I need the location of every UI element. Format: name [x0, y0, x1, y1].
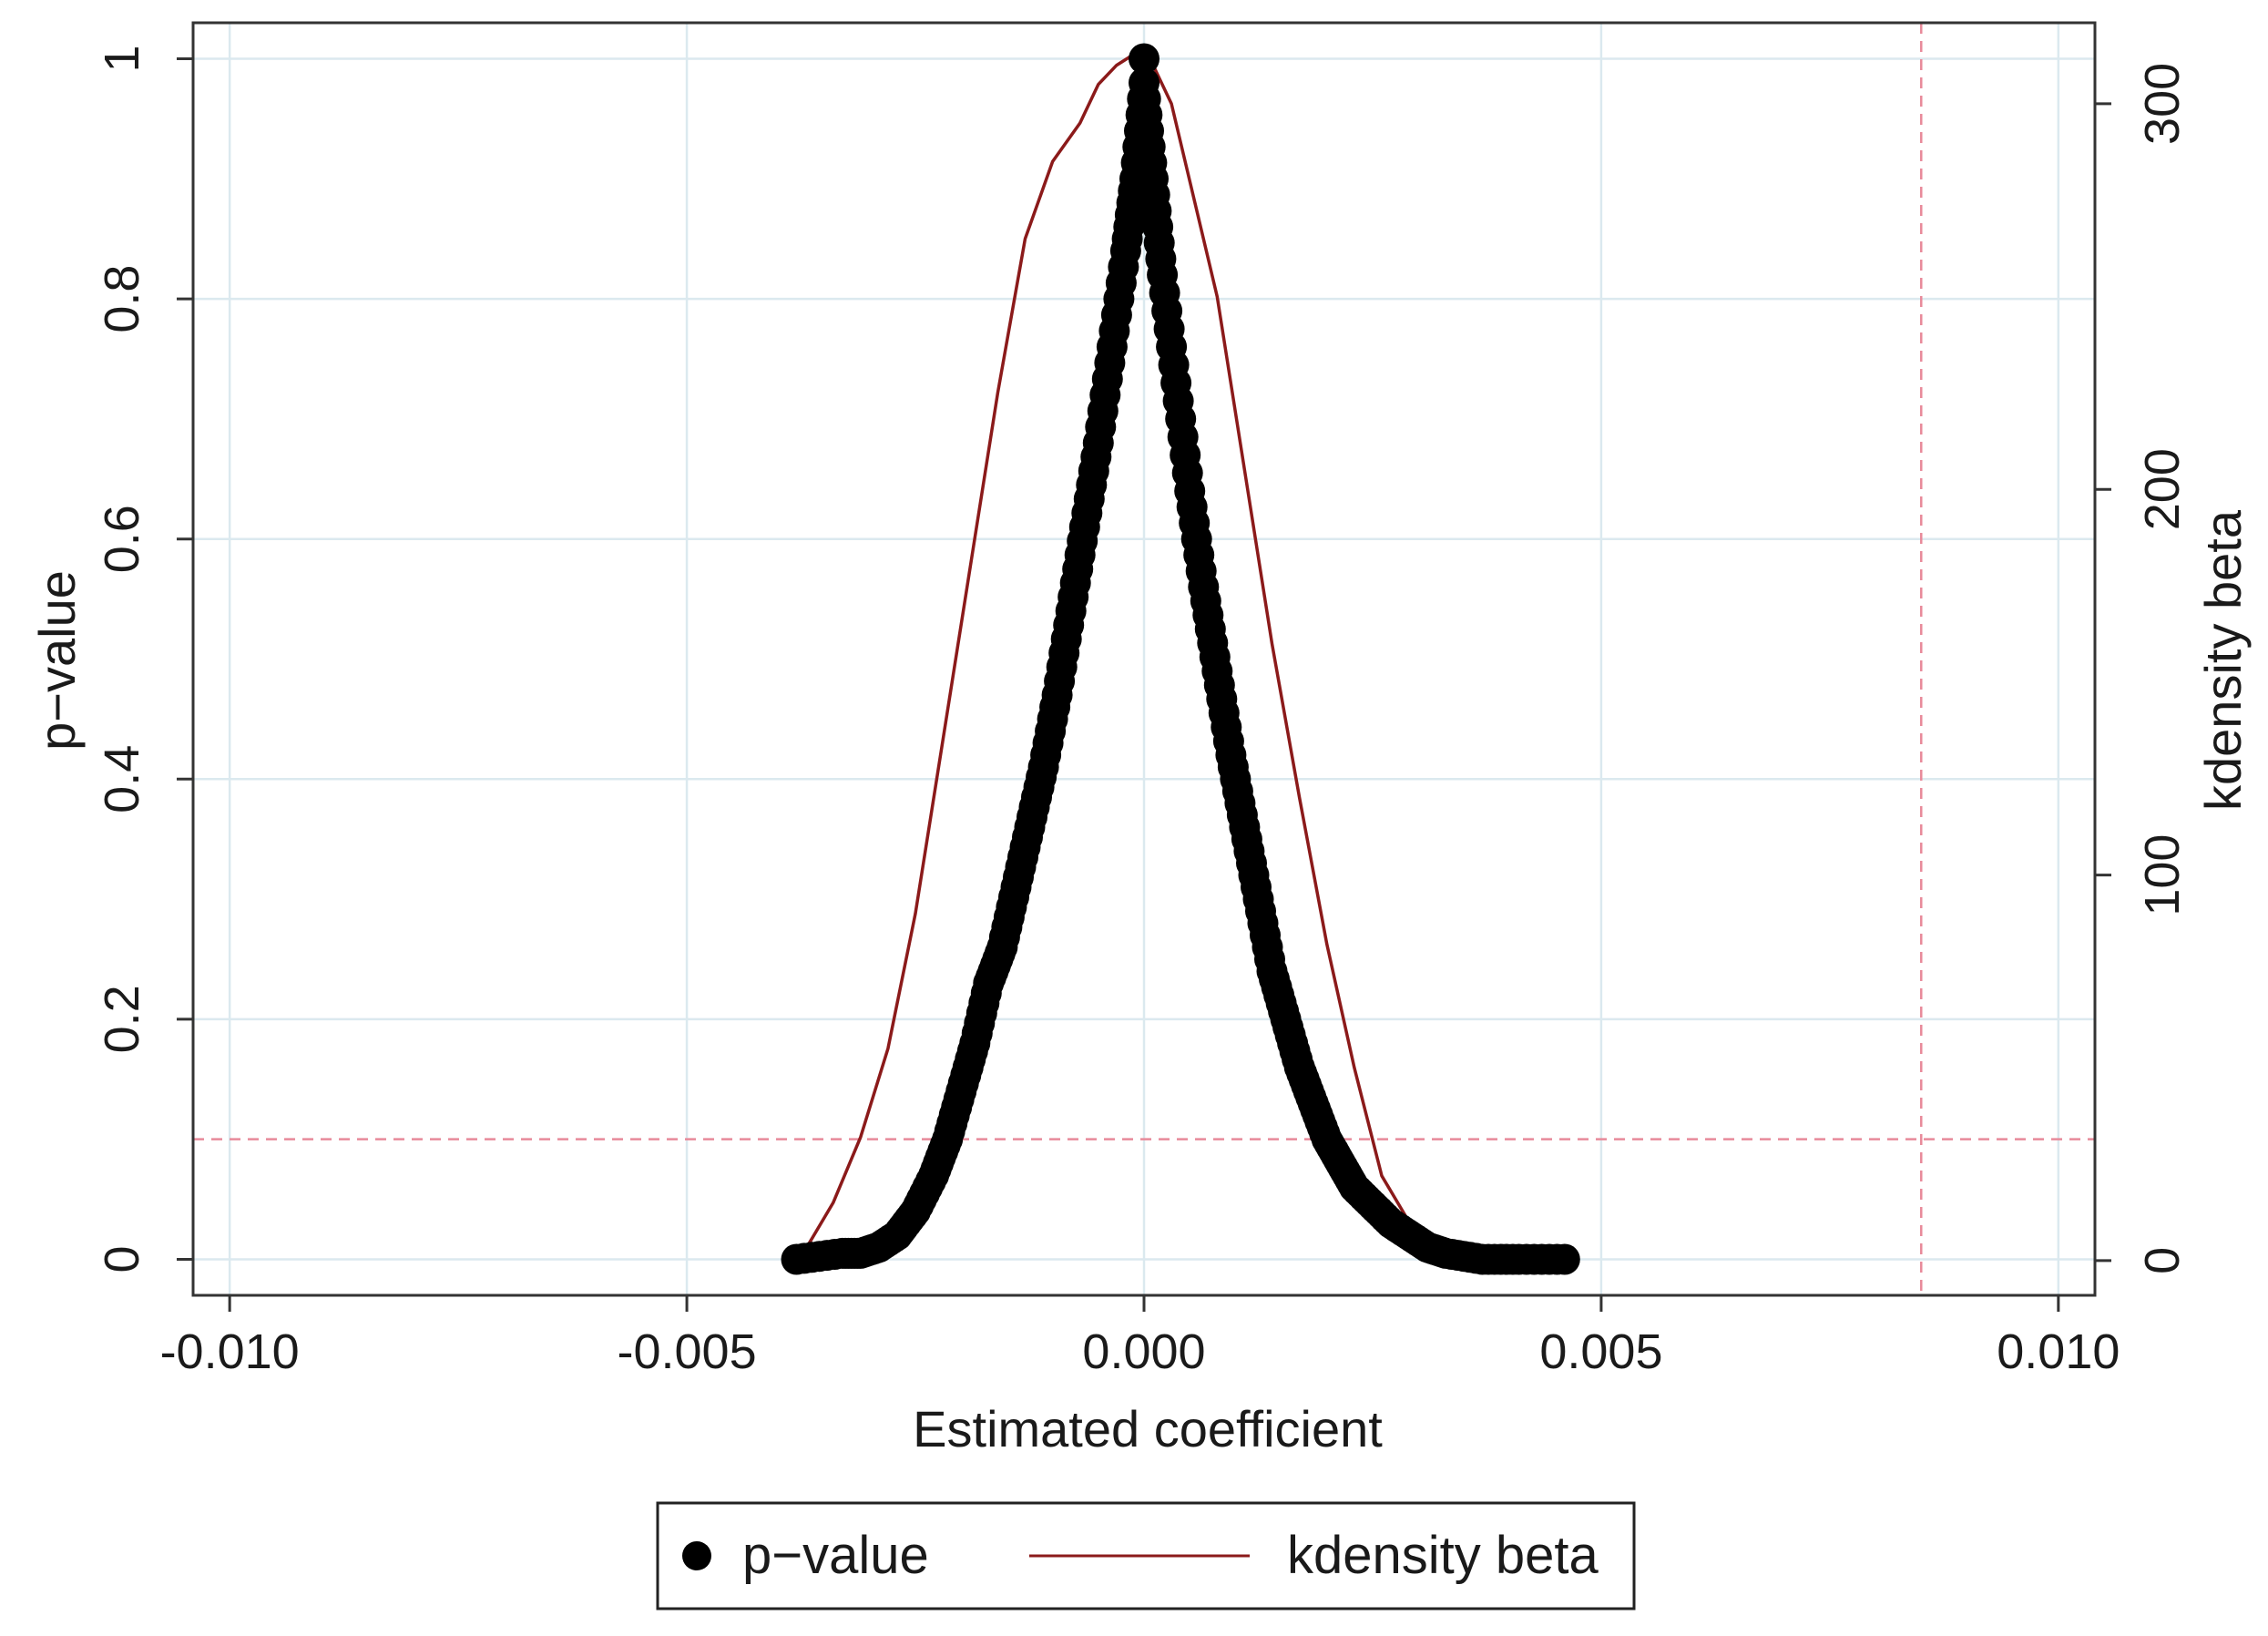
density-series — [804, 52, 1565, 1251]
y-left-tick-label: 0 — [95, 1245, 149, 1273]
y-axis-left-title: p−value — [28, 570, 86, 751]
y-left-tick-label: 0.4 — [95, 745, 149, 813]
gridlines — [193, 23, 2095, 1295]
y-left-tick-label: 0.6 — [95, 505, 149, 573]
legend-marker-pvalue — [682, 1541, 711, 1570]
y-right-tick-label: 200 — [2135, 448, 2190, 530]
legend: p−value kdensity beta — [656, 1501, 1636, 1610]
pvalue-series — [781, 43, 1580, 1275]
y-axis-right-title: kdensity beta — [2194, 509, 2252, 811]
x-axis-title: Estimated coefficient — [913, 1400, 1383, 1457]
x-tick-label: 0.000 — [1082, 1324, 1205, 1379]
data-point — [1548, 1243, 1580, 1275]
x-tick-label: -0.005 — [618, 1324, 757, 1379]
legend-label-pvalue: p−value — [742, 1526, 929, 1585]
y-right-tick-label: 0 — [2135, 1247, 2190, 1274]
x-tick-label: 0.010 — [1997, 1324, 2120, 1379]
y-left-tick-label: 0.2 — [95, 985, 149, 1053]
y-right-tick-label: 300 — [2135, 63, 2190, 145]
x-axis: -0.010 -0.005 0.000 0.005 0.010 — [160, 1295, 2120, 1379]
y-right-tick-label: 100 — [2135, 834, 2190, 916]
data-point — [1129, 43, 1160, 75]
x-tick-label: -0.010 — [160, 1324, 300, 1379]
reference-lines — [193, 23, 2095, 1295]
x-tick-label: 0.005 — [1539, 1324, 1662, 1379]
legend-label-density: kdensity beta — [1287, 1526, 1599, 1585]
y-axis-left: 0 0.2 0.4 0.6 0.8 1 — [95, 45, 193, 1273]
y-left-tick-label: 0.8 — [95, 265, 149, 333]
density-line — [804, 52, 1565, 1251]
y-axis-right: 0 100 200 300 — [2095, 63, 2190, 1274]
y-left-tick-label: 1 — [95, 45, 149, 72]
